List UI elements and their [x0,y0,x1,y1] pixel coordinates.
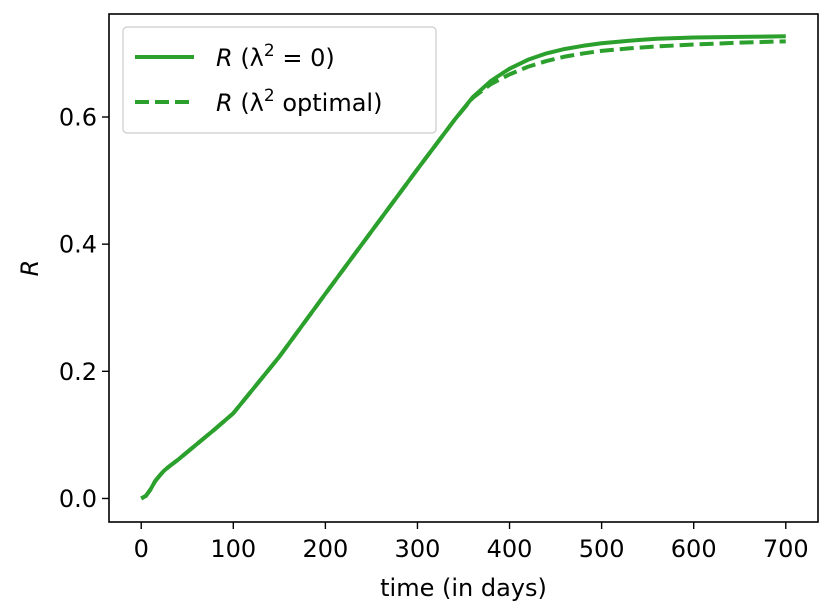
legend-label-var: R [216,89,233,117]
y-tick-label: 0.0 [59,485,97,513]
y-tick-label: 0.4 [59,231,97,259]
plot-area [140,34,786,501]
legend-label: R (λ2 optimal) [216,86,382,117]
y-axis: 0.0 0.2 0.4 0.6 [59,103,109,513]
x-axis: 0 100 200 300 400 500 600 700 [134,522,809,563]
x-tick-label: 400 [487,535,533,563]
legend-label-var: R [216,44,233,72]
series-line-lambda-optimal [140,39,786,501]
legend-label-sup: 2 [264,86,275,106]
x-axis-label: time (in days) [380,574,547,602]
x-tick-label: 500 [579,535,625,563]
y-axis-label: R [16,260,44,277]
legend-label-open: (λ [233,44,264,72]
y-tick-label: 0.6 [59,103,97,131]
legend-label-rest: optimal) [275,89,383,117]
legend-label-rest: = 0) [275,44,335,72]
x-tick-label: 700 [763,535,809,563]
plot-frame [108,13,819,523]
legend-label: R (λ2 = 0) [216,41,335,72]
x-tick-label: 100 [210,535,256,563]
legend-label-open: (λ [233,89,264,117]
x-tick-label: 300 [395,535,441,563]
legend-label-sup: 2 [264,41,275,61]
x-tick-label: 200 [302,535,348,563]
legend: R (λ2 = 0)R (λ2 optimal) [122,26,437,134]
y-tick-label: 0.2 [59,358,97,386]
legend-box [122,26,437,134]
x-tick-label: 0 [134,535,149,563]
x-tick-label: 600 [671,535,717,563]
